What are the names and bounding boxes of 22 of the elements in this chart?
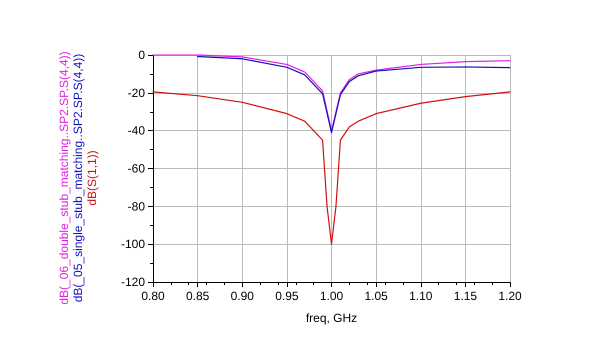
- y-tick-label: -60: [128, 162, 146, 176]
- x-tick-label: 0.80: [141, 289, 165, 303]
- x-tick-label: 1.10: [409, 289, 433, 303]
- text: dB(_06_double_stub_matching..SP2.SP.S(4,4)): [57, 51, 71, 305]
- x-tick-label: 1.05: [364, 289, 388, 303]
- y-tick-label: -100: [120, 237, 146, 252]
- x-tick-label: 1.20: [498, 289, 522, 303]
- line-series: [152, 91, 511, 245]
- x-tick-label: 0.85: [186, 289, 210, 303]
- x-tick-label: 1.15: [454, 289, 478, 303]
- y-tick-label: 0: [138, 48, 146, 62]
- x-tick-label: 0.90: [230, 289, 254, 303]
- y-tick-label: -80: [128, 199, 146, 214]
- y-tick-label: -20: [128, 86, 146, 100]
- x-tick-label: 0.95: [275, 289, 299, 303]
- text: dB(S(1,1)): [85, 150, 99, 206]
- y-tick-label: -120: [120, 275, 146, 289]
- y-tick-label: -40: [128, 124, 146, 138]
- text: dB(_05_single_stub_matching..SP2.SP.S(4,4)): [71, 54, 85, 302]
- line-series: [197, 56, 511, 134]
- x-tick-label: 1.00: [320, 289, 344, 303]
- x-axis-title: freq, GHz: [306, 311, 358, 325]
